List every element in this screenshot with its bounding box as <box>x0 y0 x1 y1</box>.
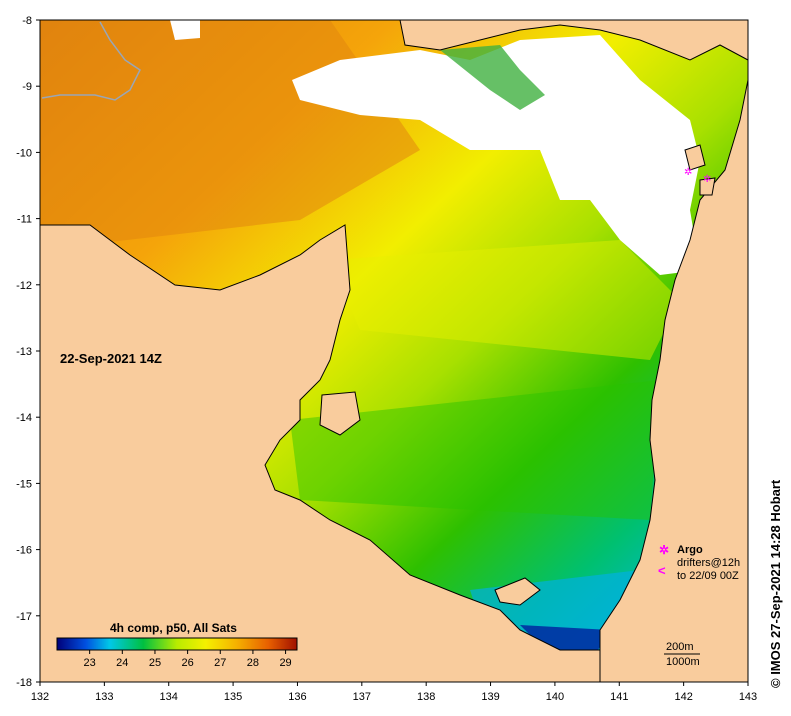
torres-islands <box>684 144 716 196</box>
mornington-island <box>494 577 541 606</box>
colorbar-tick-label: 25 <box>149 657 161 669</box>
x-tick-label: 139 <box>481 691 499 703</box>
x-tick-label: 142 <box>674 691 692 703</box>
y-tick-label: -10 <box>16 147 32 159</box>
y-tick-label: -15 <box>16 478 32 490</box>
colorbar-tick-label: 26 <box>181 657 193 669</box>
y-tick-label: -16 <box>16 545 32 557</box>
y-axis: -8 -9 -10 -11 -12 -13 -14 -15 -16 -17 -18 <box>16 15 40 689</box>
colorbar-ticks: 23 24 25 26 27 28 29 <box>84 650 292 669</box>
y-tick-label: -12 <box>16 280 32 292</box>
colorbar-tick-label: 27 <box>214 657 226 669</box>
timestamp-label: 22-Sep-2021 14Z <box>60 351 162 366</box>
argo-markers: ✲ ✲ <box>684 167 711 185</box>
y-tick-label: -18 <box>16 677 32 689</box>
groote-eylandt <box>319 391 361 436</box>
colorbar-tick-label: 28 <box>247 657 259 669</box>
cloud-mask-small <box>170 20 200 40</box>
y-tick-label: -17 <box>16 611 32 623</box>
contour-1000m-label: 1000m <box>666 656 700 668</box>
x-tick-label: 143 <box>739 691 757 703</box>
y-tick-label: -13 <box>16 346 32 358</box>
x-tick-label: 133 <box>95 691 113 703</box>
drifter-symbol: < <box>658 563 666 578</box>
drifters-to-label: to 22/09 00Z <box>677 570 739 582</box>
x-tick-label: 137 <box>353 691 371 703</box>
cloud-edge-speckle <box>440 45 545 110</box>
colorbar-tick-label: 24 <box>116 657 128 669</box>
x-tick-label: 136 <box>288 691 306 703</box>
credit-label: © IMOS 27-Sep-2021 14:28 Hobart <box>768 479 783 688</box>
argo-symbol: ✲ <box>659 543 669 557</box>
colorbar-tick-label: 29 <box>279 657 291 669</box>
x-tick-label: 135 <box>224 691 242 703</box>
green-sst-band <box>290 380 660 520</box>
y-tick-label: -11 <box>17 214 32 226</box>
y-tick-label: -8 <box>22 15 32 27</box>
contour-200m-label: 200m <box>666 641 694 653</box>
drifters-label: drifters@12h <box>677 557 740 569</box>
cloud-mask <box>292 35 700 275</box>
argo-marker: ✲ <box>703 174 711 185</box>
x-tick-label: 134 <box>160 691 178 703</box>
x-axis: 132 133 134 135 136 137 138 139 140 141 142 143 <box>31 682 757 703</box>
yellow-sst-band <box>330 240 680 360</box>
colorbar-title: 4h comp, p50, All Sats <box>110 621 237 635</box>
argo-label: Argo <box>677 544 703 556</box>
y-tick-label: -9 <box>22 81 32 93</box>
x-tick-label: 138 <box>417 691 435 703</box>
land-north <box>399 20 748 61</box>
colorbar-tick-label: 23 <box>84 657 96 669</box>
x-tick-label: 140 <box>546 691 564 703</box>
x-tick-label: 132 <box>31 691 49 703</box>
colorbar <box>56 637 298 651</box>
x-tick-label: 141 <box>610 691 628 703</box>
river <box>41 21 141 101</box>
argo-marker: ✲ <box>684 167 692 178</box>
y-tick-label: -14 <box>16 412 32 424</box>
land-arnhem <box>40 224 601 682</box>
